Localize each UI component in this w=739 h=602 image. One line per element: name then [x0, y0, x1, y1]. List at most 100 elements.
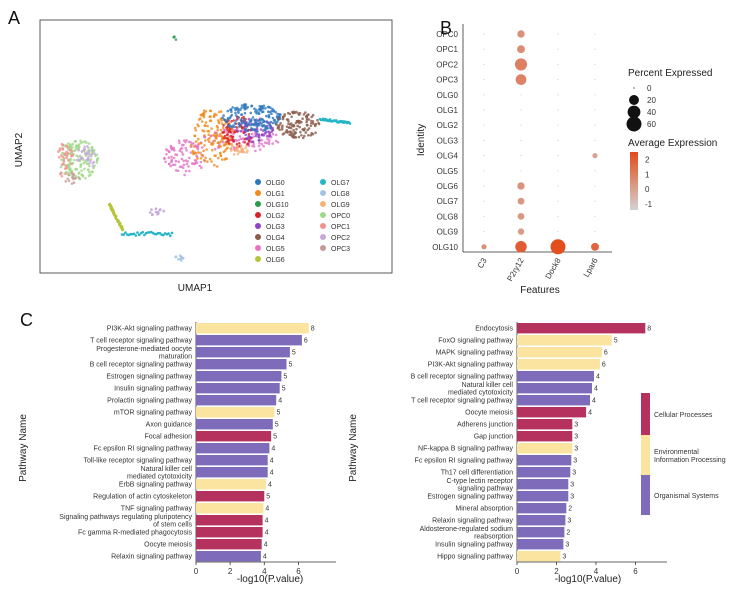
umap-point-olg5: [235, 139, 238, 143]
size-legend-dot-60: [626, 116, 642, 132]
umap-point-olg5: [178, 149, 182, 152]
umap-point-olg0: [229, 108, 232, 111]
umap-point-olg5: [173, 149, 176, 152]
umap-point-olg0: [233, 122, 237, 125]
bar-category-label-line: of stem cells: [153, 522, 192, 529]
umap-point-opc0: [95, 153, 99, 157]
bar-category-label: TNF signaling pathway: [121, 506, 193, 513]
umap-point-olg4: [310, 115, 314, 119]
umap-legend-label-olg7: OLG7: [331, 180, 350, 187]
umap-point-opc0: [85, 162, 89, 165]
umap-point-olg0: [263, 128, 267, 131]
bar-2: [196, 347, 290, 358]
dotplot-point-olg0-c3: [483, 94, 485, 96]
umap-point-olg3: [267, 130, 271, 133]
umap-legend-label-opc0: OPC0: [331, 213, 350, 220]
umap-point-olg1: [206, 160, 209, 163]
umap-point-opc2: [86, 152, 89, 155]
umap-point-olg4: [301, 128, 305, 131]
bar-11: [196, 455, 268, 466]
umap-point-olg5: [191, 162, 195, 165]
umap-point-olg5: [180, 151, 184, 154]
umap-point-opc0: [92, 148, 96, 152]
group-legend-swatch-0: [641, 393, 650, 435]
dotplot-identity-olg5: OLG5: [437, 167, 459, 176]
umap-point-olg0: [255, 125, 259, 128]
bar-4: [517, 371, 594, 382]
umap-point-olg0: [233, 107, 237, 110]
umap-point-opc0: [68, 143, 72, 146]
umap-point-olg4: [286, 111, 290, 115]
bar-count-label: 4: [264, 542, 268, 549]
color-legend-label: -1: [645, 200, 653, 209]
umap-point-olg1: [216, 119, 220, 122]
umap-point-olg5: [213, 147, 217, 151]
umap-point-olg5: [195, 155, 199, 158]
umap-legend-label-olg1: OLG1: [266, 191, 285, 198]
umap-point-olg5: [274, 133, 278, 137]
umap-point-olg0: [244, 127, 248, 131]
bar-x-tick-label: 4: [262, 567, 267, 576]
umap-point-opc2: [87, 149, 91, 153]
umap-point-olg0: [239, 118, 243, 122]
bar-count-label: 8: [647, 326, 651, 333]
bar-category-label: Th17 cell differentiation: [441, 470, 513, 477]
bar-count-label: 5: [277, 410, 281, 417]
umap-point-olg0: [273, 121, 277, 124]
umap-point-olg1: [204, 139, 207, 142]
bar-category-label-line: mediated cytotoxicity: [127, 474, 192, 481]
umap-point-olg1: [204, 156, 207, 160]
bar-category-label-line: signaling pathway: [457, 486, 513, 493]
umap-point-opc2: [86, 145, 89, 148]
umap-legend-label-olg6: OLG6: [266, 257, 285, 264]
bar-count-label: 5: [273, 434, 277, 441]
dotplot-point-olg3-lpar6: [594, 139, 596, 141]
umap-point-olg1: [217, 110, 221, 114]
umap-point-olg0: [265, 120, 269, 124]
umap-point-olg0: [245, 124, 248, 127]
bar-count-label: 5: [275, 422, 279, 429]
bar-1: [196, 335, 302, 346]
bar-category-label: Hippo signaling pathway: [437, 554, 513, 561]
umap-point-opc0: [69, 169, 72, 172]
umap-point-olg2: [229, 127, 232, 131]
group-legend-label-line: Cellular Processes: [654, 412, 713, 419]
umap-point-opc3: [66, 177, 70, 181]
umap-point-olg2: [238, 142, 241, 145]
dotplot-point-olg8-c3: [483, 215, 485, 217]
bar-category-label: T cell receptor signaling pathway: [90, 338, 192, 345]
bar-count-label: 3: [570, 494, 574, 501]
umap-point-olg1: [226, 146, 229, 150]
dotplot-point-opc1-p2ry12: [517, 45, 525, 54]
umap-point-opc0: [71, 142, 75, 146]
umap-point-opc0: [73, 149, 76, 153]
bar-6: [517, 395, 590, 406]
bar-count-label: 4: [588, 410, 592, 417]
umap-point-opc1: [62, 160, 66, 163]
umap-point-olg1: [206, 124, 209, 128]
umap-point-opc0: [67, 171, 70, 174]
umap-point-opc0: [74, 168, 77, 171]
umap-point-olg3: [271, 126, 274, 130]
umap-point-olg5: [178, 141, 181, 145]
umap-point-opc0: [90, 146, 94, 149]
umap-point-opc0: [79, 165, 82, 169]
umap-point-opc0: [79, 141, 83, 145]
size-legend-dot-40: [627, 105, 641, 119]
umap-point-opc0: [79, 139, 82, 142]
umap-point-olg2: [232, 119, 235, 122]
umap-legend-label-olg9: OLG9: [331, 202, 350, 209]
bar-category-label-line: Aldosterone-regulated sodium: [420, 526, 514, 533]
umap-point-olg0: [260, 122, 264, 125]
bar-count-label: 4: [270, 458, 274, 465]
bar-0: [517, 323, 646, 334]
umap-point-opc0: [77, 143, 81, 146]
umap-point-olg0: [242, 106, 246, 109]
umap-point-olg5: [238, 135, 242, 138]
umap-point-olg1: [221, 126, 225, 130]
bar-0: [196, 323, 309, 334]
umap-point-olg1: [198, 118, 201, 121]
bar-17: [196, 527, 263, 538]
umap-point-olg4: [301, 117, 304, 120]
